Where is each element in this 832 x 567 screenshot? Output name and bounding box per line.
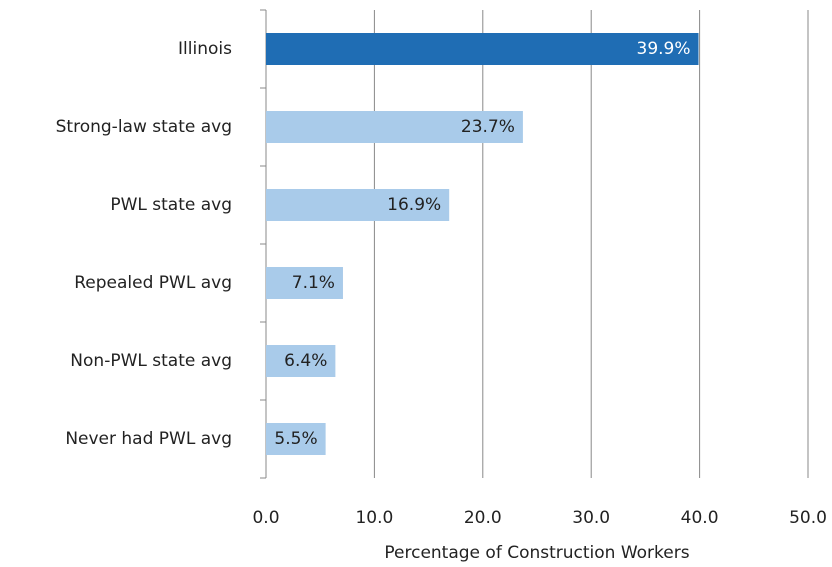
value-label: 5.5% bbox=[274, 429, 317, 449]
bar bbox=[266, 189, 450, 221]
category-label: Never had PWL avg bbox=[65, 429, 232, 449]
x-tick-label: 0.0 bbox=[252, 508, 279, 528]
bar bbox=[266, 111, 523, 143]
x-tick-label: 40.0 bbox=[681, 508, 719, 528]
category-label: Repealed PWL avg bbox=[74, 273, 232, 293]
x-axis-title: Percentage of Construction Workers bbox=[384, 543, 689, 563]
value-label: 39.9% bbox=[637, 39, 691, 59]
bar bbox=[266, 267, 343, 299]
category-label: Illinois bbox=[178, 39, 232, 59]
value-label: 6.4% bbox=[284, 351, 327, 371]
bar bbox=[266, 423, 326, 455]
x-tick-label: 50.0 bbox=[789, 508, 827, 528]
x-tick-label: 30.0 bbox=[572, 508, 610, 528]
category-label: Strong-law state avg bbox=[56, 117, 232, 137]
value-label: 16.9% bbox=[387, 195, 441, 215]
bar bbox=[266, 345, 336, 377]
x-tick-label: 20.0 bbox=[464, 508, 502, 528]
value-label: 7.1% bbox=[292, 273, 335, 293]
bar bbox=[266, 33, 699, 65]
x-tick-label: 10.0 bbox=[355, 508, 393, 528]
category-label: PWL state avg bbox=[110, 195, 232, 215]
value-label: 23.7% bbox=[461, 117, 515, 137]
category-label: Non-PWL state avg bbox=[70, 351, 232, 371]
